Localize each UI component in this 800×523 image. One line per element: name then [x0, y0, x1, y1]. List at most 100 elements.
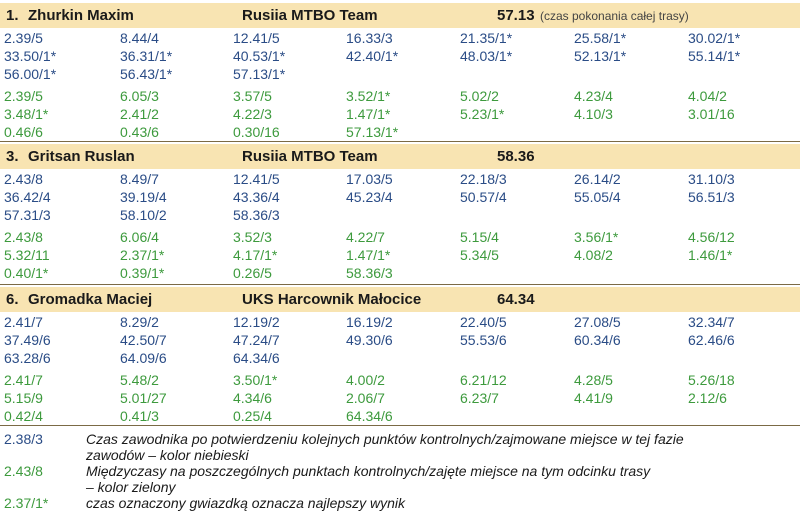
- cumulative-time-cell: 36.42/4: [4, 189, 51, 205]
- cumulative-times: 2.43/8 8.49/7 12.41/5 17.03/5 22.18/3 26.14/2…: [4, 170, 800, 224]
- split-time-cell: 3.01/16: [688, 106, 735, 122]
- cumulative-time-cell: 50.57/4: [460, 189, 507, 205]
- split-time-cell: 2.41/2: [120, 106, 159, 122]
- divider: [0, 425, 800, 426]
- cumulative-time-cell: 25.58/1*: [574, 30, 627, 46]
- cumulative-time-cell: 22.40/5: [460, 314, 507, 330]
- split-time-cell: 58.36/3: [346, 265, 393, 281]
- cumulative-time-cell: 58.36/3: [233, 207, 280, 223]
- athlete-header: 3. Gritsan Ruslan Rusiia MTBO Team 58.36: [0, 144, 800, 169]
- split-time-cell: 4.17/1*: [233, 247, 278, 263]
- split-time-cell: 4.22/7: [346, 229, 385, 245]
- cumulative-time-cell: 48.03/1*: [460, 48, 513, 64]
- split-time-cell: 4.56/12: [688, 229, 735, 245]
- cumulative-time-cell: 62.46/6: [688, 332, 735, 348]
- legend: 2.38/3 Czas zawodnika po potwierdzeniu ko…: [4, 431, 794, 511]
- split-time-cell: 5.15/4: [460, 229, 499, 245]
- split-time-cell: 4.23/4: [574, 88, 613, 104]
- split-time-cell: 0.26/5: [233, 265, 272, 281]
- legend-text: zawodów – kolor niebieski: [86, 447, 249, 463]
- cumulative-time-cell: 2.39/5: [4, 30, 43, 46]
- cumulative-time-cell: 58.10/2: [120, 207, 167, 223]
- cumulative-time-cell: 36.31/1*: [120, 48, 173, 64]
- split-time-cell: 3.52/1*: [346, 88, 391, 104]
- athlete-header: 1. Zhurkin Maxim Rusiia MTBO Team 57.13 (cza…: [0, 3, 800, 28]
- cumulative-time-cell: 26.14/2: [574, 171, 621, 187]
- cumulative-time-cell: 37.49/6: [4, 332, 51, 348]
- split-time-cell: 4.08/2: [574, 247, 613, 263]
- legend-text: czas oznaczony gwiazdką oznacza najlepsz…: [86, 495, 406, 511]
- split-time-cell: 0.30/16: [233, 124, 280, 140]
- split-time-cell: 3.56/1*: [574, 229, 619, 245]
- cumulative-time-cell: [688, 206, 800, 224]
- rank: 1.: [6, 7, 19, 24]
- legend-text: – kolor zielony: [86, 479, 176, 495]
- legend-text: Międzyczasy na poszczególnych punktach k…: [86, 463, 651, 479]
- athlete-name: Gromadka Maciej: [28, 291, 153, 308]
- cumulative-time-cell: 12.41/5: [233, 171, 280, 187]
- split-time-cell: 0.46/6: [4, 124, 43, 140]
- cumulative-time-cell: 56.51/3: [688, 189, 735, 205]
- split-time-cell: 0.40/1*: [4, 265, 49, 281]
- legend-code: [4, 447, 86, 463]
- legend-code: 2.37/1*: [4, 495, 49, 511]
- team-name: Rusiia MTBO Team: [242, 7, 378, 24]
- athlete-header: 6. Gromadka Maciej UKS Harcownik Małocice 6…: [0, 287, 800, 312]
- cumulative-time-cell: 64.09/6: [120, 350, 167, 366]
- cumulative-time-cell: 17.03/5: [346, 171, 393, 187]
- split-time-cell: [460, 264, 574, 282]
- cumulative-time-cell: 45.23/4: [346, 189, 393, 205]
- split-time-cell: 4.34/6: [233, 390, 272, 406]
- split-time-cell: 4.04/2: [688, 88, 727, 104]
- split-time-cell: 0.39/1*: [120, 265, 165, 281]
- legend-code: 2.38/3: [4, 431, 43, 447]
- legend-row: zawodów – kolor niebieski: [4, 447, 794, 463]
- cumulative-time-cell: 42.50/7: [120, 332, 167, 348]
- split-time-cell: 3.50/1*: [233, 372, 278, 388]
- cumulative-time-cell: 52.13/1*: [574, 48, 627, 64]
- split-time-cell: [688, 264, 800, 282]
- cumulative-time-cell: 2.43/8: [4, 171, 43, 187]
- cumulative-times: 2.41/7 8.29/2 12.19/2 16.19/2 22.40/5 27.08/5…: [4, 313, 800, 367]
- cumulative-time-cell: 12.41/5: [233, 30, 280, 46]
- divider: [0, 284, 800, 285]
- split-time-cell: 4.28/5: [574, 372, 613, 388]
- cumulative-time-cell: 8.44/4: [120, 30, 159, 46]
- split-time-cell: 2.41/7: [4, 372, 43, 388]
- cumulative-times: 2.39/5 8.44/4 12.41/5 16.33/3 21.35/1* 25.58/…: [4, 29, 800, 83]
- cumulative-time-cell: [574, 349, 688, 367]
- split-time-cell: [688, 407, 800, 425]
- split-time-cell: 1.46/1*: [688, 247, 733, 263]
- split-time-cell: 0.25/4: [233, 408, 272, 424]
- cumulative-time-cell: 16.33/3: [346, 30, 393, 46]
- split-time-cell: 4.00/2: [346, 372, 385, 388]
- split-time-cell: 5.26/18: [688, 372, 735, 388]
- split-time-cell: 0.42/4: [4, 408, 43, 424]
- cumulative-time-cell: 64.34/6: [233, 350, 280, 366]
- split-time-cell: 3.48/1*: [4, 106, 49, 122]
- rank: 3.: [6, 148, 19, 165]
- split-time-cell: 6.05/3: [120, 88, 159, 104]
- cumulative-time-cell: [574, 206, 688, 224]
- cumulative-time-cell: 21.35/1*: [460, 30, 513, 46]
- legend-text: Czas zawodnika po potwierdzeniu kolejnyc…: [86, 431, 684, 447]
- cumulative-time-cell: 42.40/1*: [346, 48, 399, 64]
- cumulative-time-cell: 22.18/3: [460, 171, 507, 187]
- cumulative-time-cell: 8.49/7: [120, 171, 159, 187]
- split-time-cell: 1.47/1*: [346, 247, 391, 263]
- split-time-cell: [574, 123, 688, 141]
- cumulative-time-cell: 60.34/6: [574, 332, 621, 348]
- split-time-cell: 2.12/6: [688, 390, 727, 406]
- cumulative-time-cell: 8.29/2: [120, 314, 159, 330]
- split-time-cell: 5.32/11: [4, 247, 50, 263]
- total-time: 57.13: [497, 7, 535, 24]
- split-time-cell: 5.01/27: [120, 390, 167, 406]
- cumulative-time-cell: [346, 65, 460, 83]
- cumulative-time-cell: 55.53/6: [460, 332, 507, 348]
- split-time-cell: [688, 123, 800, 141]
- split-time-cell: [574, 407, 688, 425]
- legend-row: 2.43/8 Międzyczasy na poszczególnych punk…: [4, 463, 794, 479]
- split-time-cell: 64.34/6: [346, 408, 393, 424]
- split-time-cell: 0.41/3: [120, 408, 159, 424]
